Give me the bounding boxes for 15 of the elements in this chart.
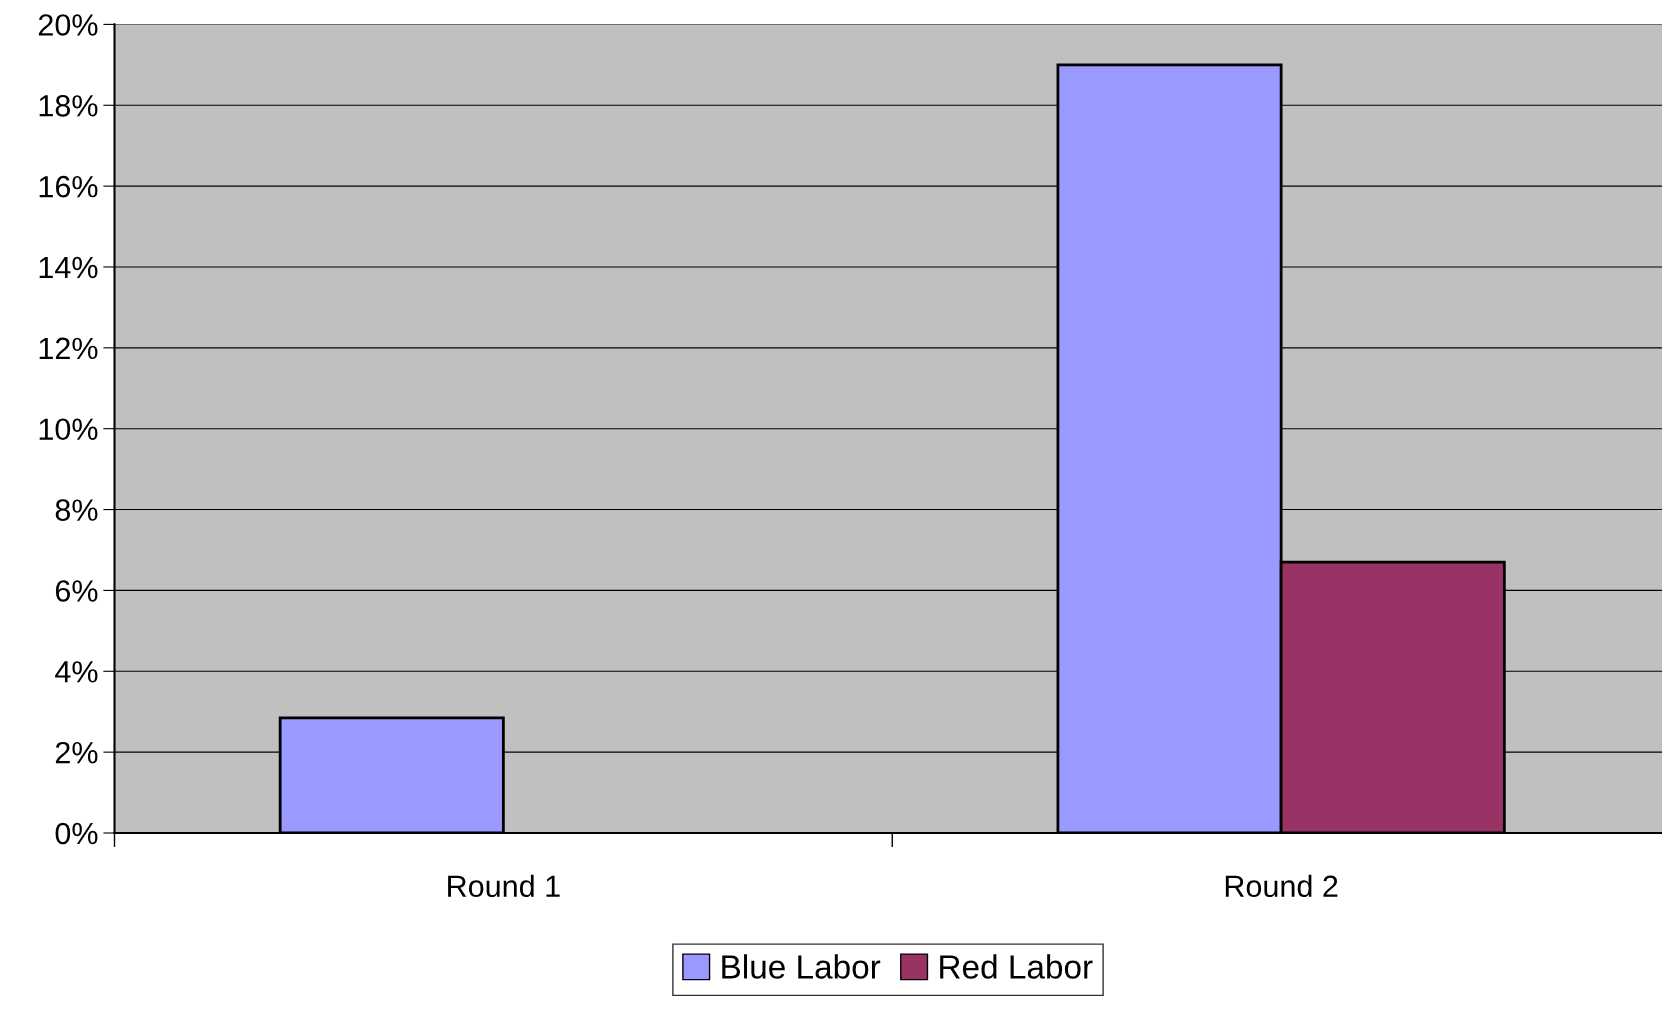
x-tick-label: Round 2 <box>1225 874 1338 898</box>
y-tick-label: 12% <box>39 337 98 360</box>
y-tick-label: 14% <box>39 256 98 279</box>
y-tick-label: 10% <box>39 418 98 441</box>
y-tick-label: 18% <box>39 95 98 117</box>
y-tick-label: 0% <box>55 822 98 845</box>
legend-label: Blue Labor <box>722 954 881 979</box>
x-tick-label: Round 1 <box>448 874 560 898</box>
y-tick-label: 6% <box>55 580 98 602</box>
y-tick-label: 4% <box>55 661 98 683</box>
y-tick-label: 16% <box>39 175 98 198</box>
y-tick-label: 20% <box>38 14 98 36</box>
y-tick-label: 2% <box>55 741 98 764</box>
legend-label: Red Labor <box>940 954 1093 979</box>
y-tick-label: 8% <box>55 499 98 521</box>
